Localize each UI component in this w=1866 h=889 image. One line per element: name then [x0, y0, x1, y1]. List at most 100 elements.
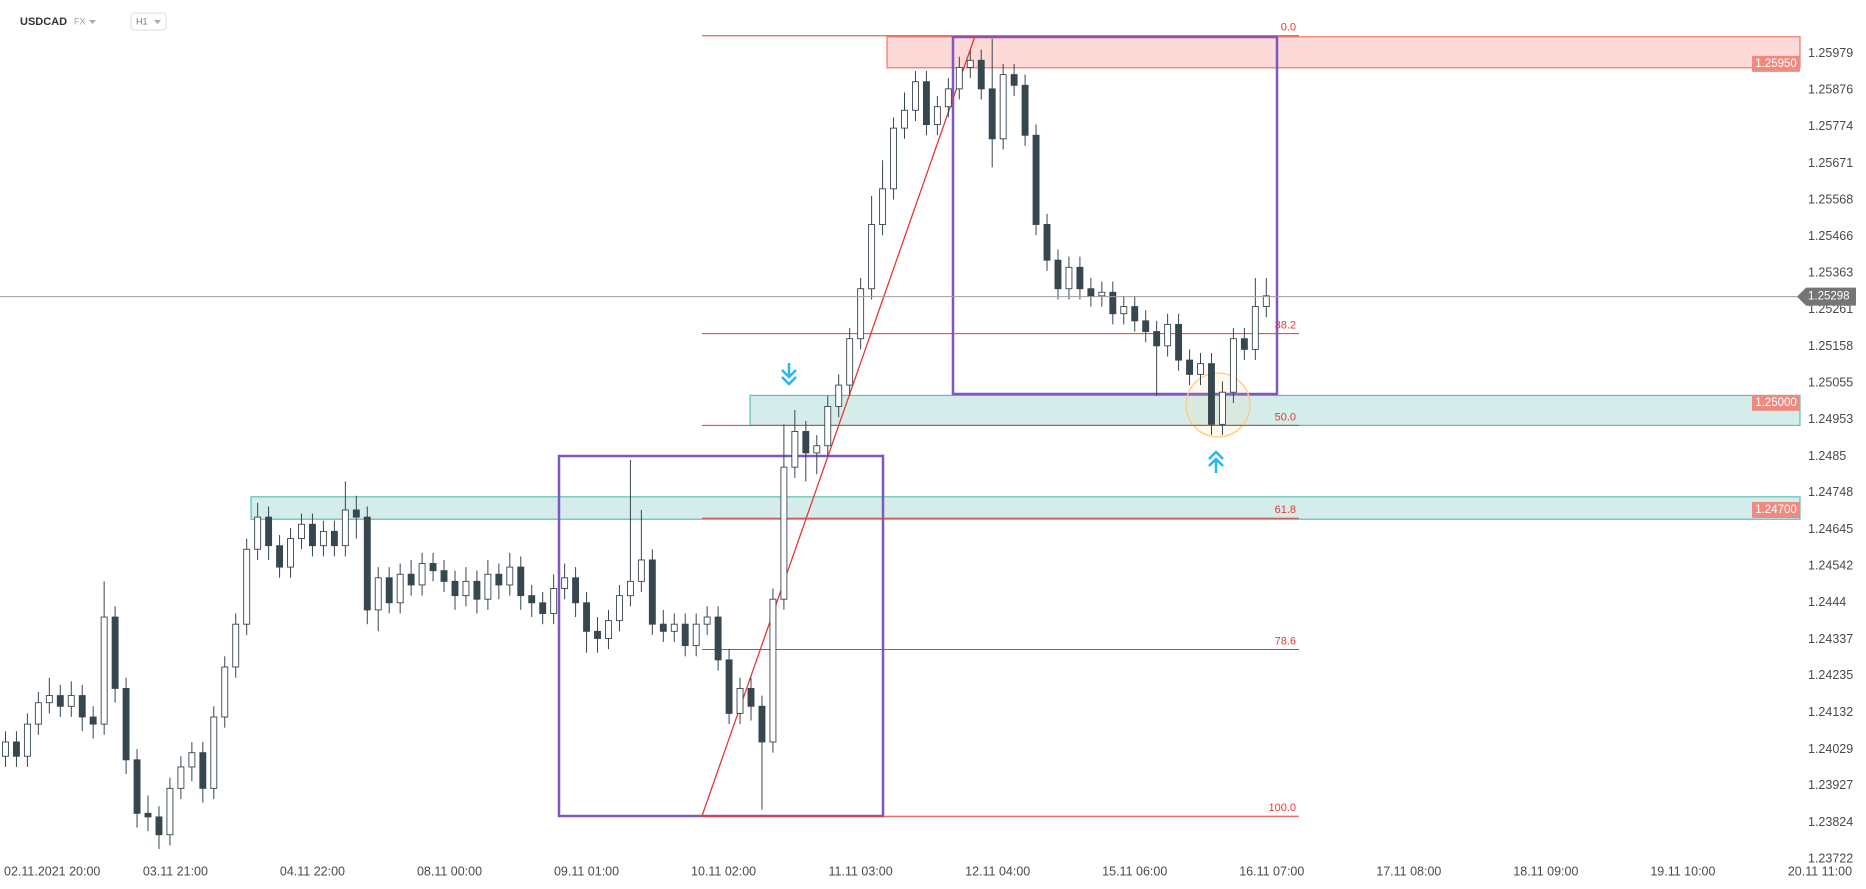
market-dropdown[interactable] — [89, 20, 96, 24]
y-tick-label: 1.23722 — [1808, 851, 1853, 865]
up-arrow — [1208, 450, 1224, 473]
candle-body — [221, 666, 229, 718]
header: USDCAD FX H1 — [20, 12, 167, 31]
candle-body — [1229, 338, 1237, 393]
y-tick-label: 1.2485 — [1808, 449, 1846, 463]
x-tick-label: 08.11 00:00 — [417, 864, 482, 878]
y-tick-label: 1.25158 — [1808, 339, 1853, 353]
y-tick-label: 1.24235 — [1808, 668, 1853, 682]
candle-body — [1197, 363, 1204, 375]
fibonacci: 0.0 38.2 50.0 61.8 78.6 100.0 — [702, 22, 1299, 817]
candle-body — [681, 623, 689, 647]
y-tick-label: 1.24953 — [1808, 412, 1853, 426]
candle-body — [758, 705, 766, 743]
interval-selector[interactable] — [130, 12, 167, 31]
candle-body — [1109, 291, 1117, 315]
candle-body — [714, 616, 722, 661]
candle-body — [670, 623, 678, 632]
x-tick-label: 11.11 03:00 — [829, 864, 893, 878]
candle-body — [309, 523, 316, 547]
x-tick-label: 18.11 09:00 — [1513, 864, 1578, 878]
candle-body — [1043, 224, 1051, 261]
x-tick-label: 10.11 02:00 — [691, 864, 756, 878]
candle-body — [528, 595, 536, 604]
fib-label: 100.0 — [1268, 802, 1296, 814]
candle-body — [824, 406, 832, 447]
candle-body — [330, 530, 338, 547]
candle-body — [769, 598, 777, 743]
candle-body — [177, 766, 185, 789]
candle-body — [1032, 134, 1040, 225]
candle-body — [12, 741, 20, 757]
candle-body — [1054, 259, 1062, 290]
candle-body — [56, 695, 64, 707]
candle-body — [736, 687, 744, 714]
candle-body — [703, 616, 711, 625]
x-tick-label: 19.11 10:00 — [1650, 864, 1715, 878]
candle-body — [363, 516, 371, 611]
candle-body — [517, 566, 525, 597]
candle-body — [1153, 331, 1161, 347]
candle-body — [572, 577, 580, 604]
candle-body — [122, 687, 130, 761]
x-tick-label: 09.11 01:00 — [554, 864, 619, 878]
interval: H1 — [136, 16, 148, 26]
y-tick-label: 1.25055 — [1808, 376, 1853, 390]
candle-body — [725, 659, 733, 714]
candle-body — [1021, 84, 1029, 136]
symbol: USDCAD — [20, 16, 67, 28]
candle-body — [922, 81, 930, 126]
candle-body — [407, 573, 415, 586]
candle-body — [45, 695, 53, 704]
candle-body — [506, 566, 514, 586]
candle-body — [155, 816, 163, 836]
candle-body — [999, 74, 1007, 140]
trend-line — [701, 35, 976, 817]
y-tick-label: 1.25568 — [1808, 193, 1853, 207]
candle-body — [626, 580, 634, 597]
y-tick-label: 1.25466 — [1808, 229, 1853, 243]
candle-body — [473, 580, 481, 600]
candle-body — [890, 127, 897, 190]
candle-body — [111, 616, 119, 689]
y-tick-label: 1.25979 — [1808, 46, 1853, 60]
candle-body — [835, 384, 843, 407]
candle-body — [955, 67, 963, 90]
candle-body — [1240, 338, 1248, 350]
candle-body — [966, 59, 974, 68]
y-tick-label: 1.25261 — [1808, 302, 1853, 316]
y-tick-label: 1.24645 — [1808, 522, 1853, 536]
candle-body — [846, 338, 854, 386]
fib-label: 0.0 — [1281, 22, 1296, 34]
candle-body — [341, 509, 349, 547]
candle-body — [133, 759, 141, 814]
candle-body — [583, 602, 591, 632]
x-tick-label: 03.11 21:00 — [143, 864, 208, 878]
x-tick-label: 15.11 06:00 — [1102, 864, 1167, 878]
candle-body — [1208, 363, 1215, 425]
candle-body — [254, 516, 262, 550]
fib-label: 38.2 — [1275, 320, 1296, 332]
x-tick-label: 12.11 04:00 — [965, 864, 1030, 878]
candle-body — [802, 431, 810, 454]
candle-body — [637, 559, 645, 582]
y-tick-label: 1.24029 — [1808, 742, 1853, 756]
candle-body — [1262, 295, 1270, 308]
candle-body — [1164, 323, 1172, 347]
candle-body — [1142, 320, 1150, 332]
candle-body — [265, 516, 273, 547]
candle-body — [901, 109, 908, 129]
candle-body — [462, 580, 470, 597]
x-tick-label: 04.11 22:00 — [280, 864, 345, 878]
down-arrow — [781, 363, 797, 386]
candle-body — [319, 530, 327, 547]
zone-price-label: 1.24700 — [1755, 504, 1797, 516]
y-tick-label: 1.25671 — [1808, 156, 1853, 170]
candle-body — [1131, 306, 1139, 322]
y-tick-label: 1.25876 — [1808, 83, 1853, 97]
candle-body — [594, 630, 601, 639]
zone-price-label: 1.25000 — [1755, 397, 1797, 409]
candle-body — [23, 723, 31, 757]
candle-body — [1251, 306, 1259, 350]
